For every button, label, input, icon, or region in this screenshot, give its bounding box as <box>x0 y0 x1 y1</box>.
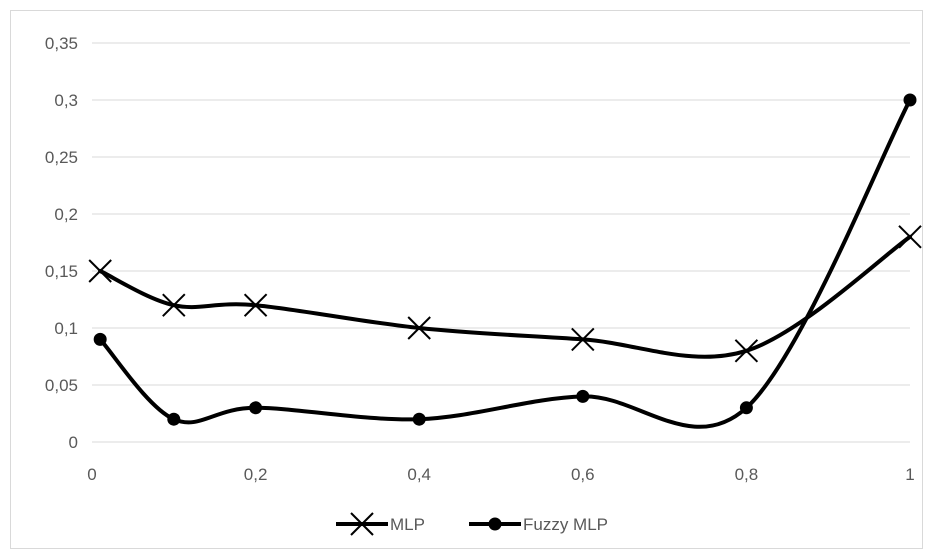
legend-marker-fuzzy-mlp <box>488 517 502 531</box>
legend-item-fuzzy-mlp: Fuzzy MLP <box>469 515 608 534</box>
x-tick-label: 0,8 <box>735 465 759 484</box>
gridlines <box>92 42 910 443</box>
y-tick-label: 0,1 <box>54 319 78 338</box>
x-tick-label: 0,4 <box>407 465 431 484</box>
data-point-fuzzy-mlp <box>576 389 590 403</box>
x-tick-label: 0,6 <box>571 465 595 484</box>
x-tick-label: 0 <box>87 465 96 484</box>
y-tick-label: 0,3 <box>54 91 78 110</box>
y-tick-label: 0,25 <box>45 148 78 167</box>
x-axis-ticks: 0 0,2 0,4 0,6 0,8 1 <box>87 465 914 484</box>
legend-label-fuzzy-mlp: Fuzzy MLP <box>523 515 608 534</box>
data-point-fuzzy-mlp <box>412 412 426 426</box>
series-markers <box>88 93 922 426</box>
data-point-fuzzy-mlp <box>739 401 753 415</box>
data-point-mlp <box>243 293 268 317</box>
data-point-fuzzy-mlp <box>93 332 107 346</box>
series-line-mlp <box>98 234 912 359</box>
y-tick-label: 0,35 <box>45 34 78 53</box>
data-point-mlp <box>571 327 595 352</box>
data-point-mlp <box>734 339 759 363</box>
series-lines <box>98 98 912 429</box>
x-tick-label: 1 <box>905 465 914 484</box>
data-point-mlp <box>407 316 431 340</box>
series-line-fuzzy-mlp <box>98 98 912 429</box>
y-tick-label: 0 <box>69 433 78 452</box>
data-point-fuzzy-mlp <box>903 93 917 107</box>
y-tick-label: 0,05 <box>45 376 78 395</box>
legend-marker-mlp <box>350 512 374 536</box>
x-tick-label: 0,2 <box>244 465 268 484</box>
y-tick-label: 0,2 <box>54 205 78 224</box>
legend: MLP Fuzzy MLP <box>336 512 608 536</box>
data-point-mlp <box>88 259 112 283</box>
data-point-mlp <box>898 225 922 249</box>
data-point-mlp <box>162 293 186 317</box>
y-axis-ticks: 0 0,05 0,1 0,15 0,2 0,25 0,3 0,35 <box>45 34 78 452</box>
data-point-fuzzy-mlp <box>249 401 263 415</box>
legend-label-mlp: MLP <box>390 515 425 534</box>
data-point-fuzzy-mlp <box>167 412 181 426</box>
y-tick-label: 0,15 <box>45 262 78 281</box>
legend-item-mlp: MLP <box>336 512 425 536</box>
